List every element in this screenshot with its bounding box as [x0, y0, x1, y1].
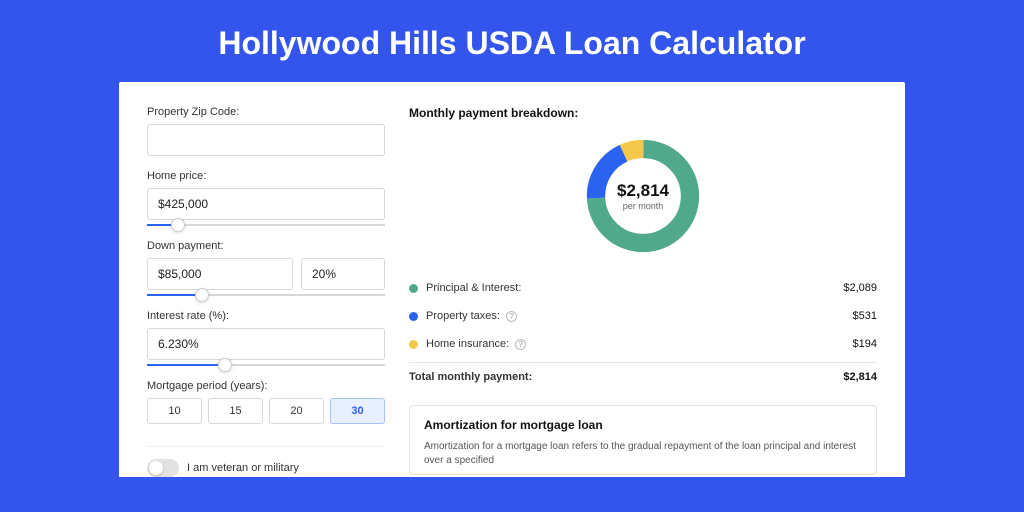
down-payment-slider[interactable] — [147, 294, 385, 296]
legend: Principal & Interest: $2,089 Property taxe… — [409, 270, 877, 362]
legend-label: Property taxes: — [426, 310, 500, 322]
period-button-10[interactable]: 10 — [147, 398, 202, 424]
legend-dot — [409, 284, 418, 293]
total-label: Total monthly payment: — [409, 371, 532, 383]
legend-label: Principal & Interest: — [426, 282, 521, 294]
down-payment-field: Down payment: — [147, 240, 385, 296]
veteran-label: I am veteran or military — [187, 462, 299, 474]
donut-chart: $2,814 per month — [409, 128, 877, 270]
down-payment-label: Down payment: — [147, 240, 385, 252]
donut-amount: $2,814 — [617, 181, 669, 201]
period-button-20[interactable]: 20 — [269, 398, 324, 424]
donut-sub: per month — [623, 201, 664, 211]
down-payment-amount-input[interactable] — [147, 258, 293, 290]
legend-total-row: Total monthly payment: $2,814 — [409, 362, 877, 391]
period-button-15[interactable]: 15 — [208, 398, 263, 424]
home-price-field: Home price: — [147, 170, 385, 226]
breakdown-column: Monthly payment breakdown: $2,814 per mo… — [409, 106, 877, 477]
legend-row: Home insurance:? $194 — [409, 330, 877, 358]
total-value: $2,814 — [843, 371, 877, 383]
calculator-card: Property Zip Code: Home price: Down paym… — [119, 82, 905, 477]
legend-row: Property taxes:? $531 — [409, 302, 877, 330]
legend-dot — [409, 340, 418, 349]
interest-slider[interactable] — [147, 364, 385, 366]
legend-row: Principal & Interest: $2,089 — [409, 274, 877, 302]
period-button-30[interactable]: 30 — [330, 398, 385, 424]
interest-input[interactable] — [147, 328, 385, 360]
veteran-row: I am veteran or military — [147, 446, 385, 477]
interest-label: Interest rate (%): — [147, 310, 385, 322]
inputs-column: Property Zip Code: Home price: Down paym… — [147, 106, 385, 477]
amortization-text: Amortization for a mortgage loan refers … — [424, 440, 862, 468]
home-price-label: Home price: — [147, 170, 385, 182]
amortization-card: Amortization for mortgage loan Amortizat… — [409, 405, 877, 475]
info-icon[interactable]: ? — [515, 339, 526, 350]
home-price-slider[interactable] — [147, 224, 385, 226]
legend-value: $531 — [853, 310, 877, 322]
veteran-toggle[interactable] — [147, 459, 179, 477]
zip-label: Property Zip Code: — [147, 106, 385, 118]
slider-thumb[interactable] — [171, 218, 185, 232]
info-icon[interactable]: ? — [506, 311, 517, 322]
down-payment-percent-input[interactable] — [301, 258, 385, 290]
breakdown-title: Monthly payment breakdown: — [409, 106, 877, 120]
zip-input[interactable] — [147, 124, 385, 156]
zip-field: Property Zip Code: — [147, 106, 385, 156]
interest-field: Interest rate (%): — [147, 310, 385, 366]
legend-label: Home insurance: — [426, 338, 509, 350]
page-title: Hollywood Hills USDA Loan Calculator — [0, 0, 1024, 82]
period-label: Mortgage period (years): — [147, 380, 385, 392]
amortization-title: Amortization for mortgage loan — [424, 418, 862, 432]
period-field: Mortgage period (years): 10152030 — [147, 380, 385, 424]
legend-dot — [409, 312, 418, 321]
slider-thumb[interactable] — [195, 288, 209, 302]
home-price-input[interactable] — [147, 188, 385, 220]
legend-value: $194 — [853, 338, 877, 350]
legend-value: $2,089 — [843, 282, 877, 294]
slider-thumb[interactable] — [218, 358, 232, 372]
